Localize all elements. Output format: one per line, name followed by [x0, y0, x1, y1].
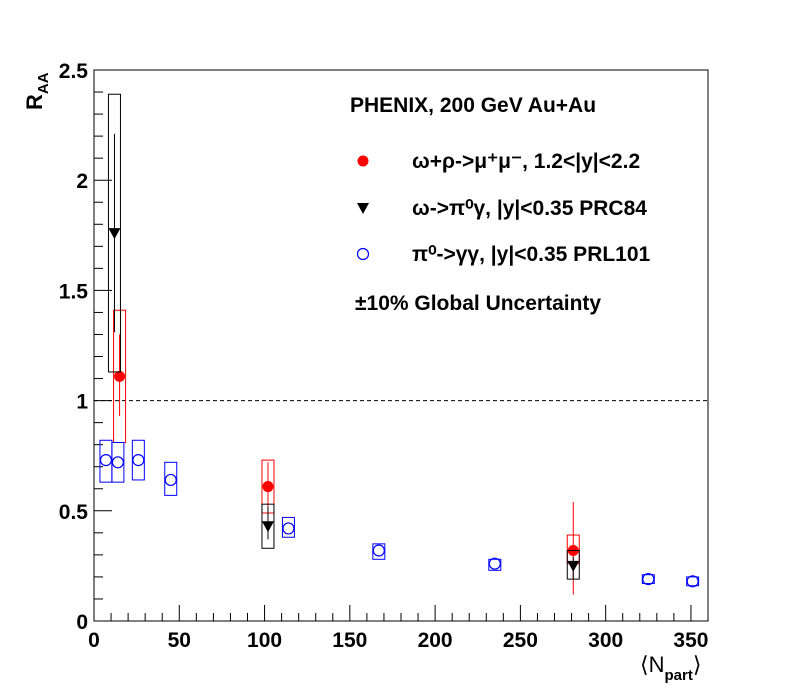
- data-point: [262, 481, 274, 493]
- systematic-box: [281, 516, 295, 538]
- systematic-box: [111, 441, 125, 483]
- x-tick-label: 150: [332, 629, 367, 652]
- data-points: [99, 93, 700, 595]
- legend-label-pi0: π⁰->γγ, |y|<0.35 PRL101: [412, 243, 651, 266]
- data-point: [282, 522, 295, 535]
- data-point: [164, 473, 177, 487]
- data-point: [99, 454, 113, 467]
- y-tick-label: 0.5: [59, 501, 89, 524]
- global-uncertainty-note: ±10% Global Uncertainty: [355, 292, 601, 315]
- x-tick-label: 350: [673, 629, 708, 652]
- data-point: [686, 575, 699, 588]
- systematic-box: [131, 439, 145, 481]
- y-axis-label-main: R: [22, 94, 47, 110]
- x-tick-label: 200: [418, 629, 453, 652]
- y-tick-label: 2: [76, 170, 88, 193]
- x-axis-label-close: ⟩: [693, 652, 702, 677]
- data-point: [567, 560, 580, 572]
- systematic-box: [99, 439, 113, 483]
- data-point: [261, 521, 274, 533]
- legend-marker-omega-pi0gamma: [357, 203, 369, 214]
- data-point: [488, 557, 501, 570]
- x-tick-labels: 0 50 100 150 200 250 300 350: [88, 629, 708, 652]
- x-tick-label: 100: [247, 629, 282, 652]
- y-tick-label: 1: [76, 391, 88, 414]
- series-omega-pi0gamma: [107, 93, 580, 580]
- data-point: [372, 544, 385, 557]
- systematic-box: [164, 461, 178, 496]
- legend-label-omega-pi0gamma: ω->π⁰γ, |y|<0.35 PRC84: [412, 197, 647, 220]
- series-dimuon: [113, 309, 580, 595]
- systematic-box: [488, 558, 502, 571]
- x-tick-label: 250: [503, 629, 538, 652]
- x-tick-label: 0: [88, 629, 100, 652]
- axis-ticks: [93, 69, 709, 622]
- data-point: [114, 370, 126, 382]
- series-pi0: [99, 439, 700, 588]
- y-axis-label-sub: AA: [35, 72, 52, 94]
- x-axis-label-main: ⟨N: [640, 652, 664, 677]
- x-axis-label-sub: part: [664, 667, 692, 684]
- systematic-box: [372, 543, 386, 560]
- chart-title: PHENIX, 200 GeV Au+Au: [350, 94, 596, 117]
- x-tick-label: 50: [168, 629, 191, 652]
- data-point: [642, 573, 655, 586]
- systematic-box: [261, 503, 275, 549]
- legend-marker-pi0: [356, 247, 370, 261]
- legend: ω+ρ->μ⁺μ⁻, 1.2<|y|<2.2 ω->π⁰γ, |y|<0.35 …: [355, 150, 651, 315]
- y-tick-label: 0: [76, 611, 88, 634]
- x-axis-label: ⟨Npart⟩: [640, 652, 701, 684]
- data-point: [108, 228, 121, 240]
- legend-marker-dimuon: [357, 155, 369, 167]
- y-axis-label: RAA: [22, 72, 52, 110]
- y-tick-label: 2.5: [59, 60, 89, 83]
- y-tick-label: 1.5: [59, 280, 89, 303]
- data-point: [132, 454, 145, 467]
- systematic-box: [107, 93, 121, 373]
- x-tick-label: 300: [588, 629, 623, 652]
- data-point: [111, 456, 124, 469]
- y-tick-labels: 0 0.5 1 1.5 2 2.5: [59, 60, 89, 634]
- legend-label-dimuon: ω+ρ->μ⁺μ⁻, 1.2<|y|<2.2: [412, 150, 640, 173]
